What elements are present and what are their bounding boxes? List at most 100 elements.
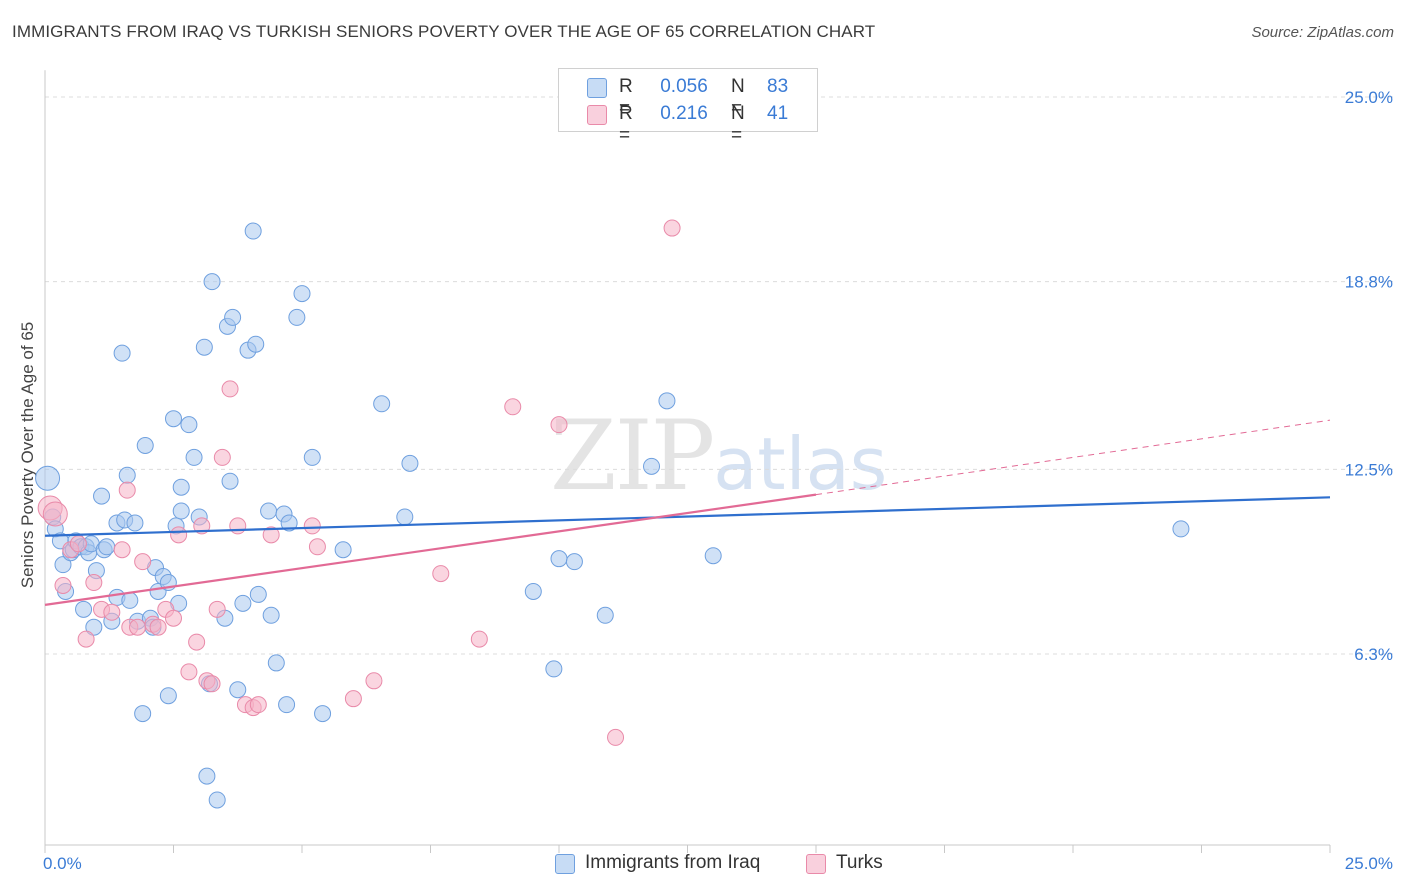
iraq-point [260, 502, 278, 520]
turks-point [221, 380, 239, 398]
iraq-point [314, 705, 332, 723]
legend-label-iraq: Immigrants from Iraq [585, 852, 761, 873]
legend-r-value: 0.216 [660, 103, 708, 124]
iraq-point [224, 308, 242, 326]
turks-point [208, 600, 226, 618]
iraq-point [126, 514, 144, 532]
turks-point [365, 672, 383, 690]
legend-label-turks: Turks [836, 852, 883, 873]
iraq-point [121, 591, 139, 609]
iraq-point [249, 585, 267, 603]
turks-point [54, 576, 72, 594]
turks-point [432, 565, 450, 583]
iraq-point [185, 448, 203, 466]
legend-n-label: N = [731, 103, 745, 146]
iraq-point [85, 618, 103, 636]
legend-n-value: 41 [767, 103, 789, 124]
turks-point [129, 618, 147, 636]
turks-point [42, 501, 68, 527]
turks-point [149, 618, 167, 636]
iraq-point [278, 696, 296, 714]
turks-point [85, 574, 103, 592]
turks-point [308, 538, 326, 556]
turks-point [550, 416, 568, 434]
iraq-point [565, 553, 583, 571]
iraq-point [524, 582, 542, 600]
legend-r-value: 0.056 [660, 76, 708, 97]
source-label: Source: ZipAtlas.com [1251, 24, 1394, 41]
turks-point [470, 630, 488, 648]
iraq-point [203, 273, 221, 291]
iraq-point [98, 538, 116, 556]
iraq-point [247, 335, 265, 353]
iraq-point [244, 222, 262, 240]
iraq-trend-line [44, 496, 1331, 537]
turks-point [165, 609, 182, 627]
iraq-point [401, 454, 419, 472]
iraq-point [195, 338, 213, 356]
turks-point [262, 526, 280, 544]
x-tick-label: 25.0% [1345, 854, 1393, 873]
legend-r-label: R = [619, 76, 633, 119]
iraq-point [221, 472, 239, 490]
iraq-point [118, 466, 136, 484]
iraq-point [396, 508, 414, 526]
turks-point [170, 526, 188, 544]
turks-point [188, 633, 206, 651]
iraq-point [643, 457, 661, 475]
iraq-point [303, 448, 321, 466]
turks-point [229, 517, 247, 535]
y-tick-label: 12.5% [1345, 460, 1393, 479]
legend-swatch-turks [587, 105, 607, 125]
turks-point [504, 398, 522, 416]
turks-point [180, 663, 198, 681]
watermark: ZIPatlas [550, 400, 887, 512]
series-legend: Immigrants from Iraq Turks [0, 850, 1406, 880]
legend-n-value: 83 [767, 76, 789, 97]
iraq-point [334, 541, 352, 559]
turks-point [607, 728, 625, 746]
iraq-point [35, 465, 61, 491]
turks-point [303, 517, 321, 535]
y-tick-label: 6.3% [1354, 645, 1393, 664]
watermark-zip: ZIP [550, 400, 715, 512]
turks-point [213, 448, 231, 466]
turks-point [344, 690, 362, 708]
iraq-point [172, 478, 190, 496]
chart-title: IMMIGRANTS FROM IRAQ VS TURKISH SENIORS … [12, 22, 876, 41]
iraq-point [596, 606, 614, 624]
legend-swatch-iraq [555, 854, 575, 874]
y-tick-label: 25.0% [1345, 88, 1393, 107]
legend-r-label: R = [619, 103, 633, 146]
iraq-point [658, 392, 676, 410]
turks-point [203, 675, 221, 693]
iraq-point [545, 660, 563, 678]
iraq-point [704, 547, 722, 565]
iraq-point [208, 791, 226, 809]
turks-point [118, 481, 136, 499]
turks-point [113, 541, 131, 559]
watermark-atlas: atlas [713, 422, 888, 506]
legend-n-label: N = [731, 76, 745, 119]
iraq-point [159, 687, 177, 705]
iraq-point [136, 436, 154, 454]
iraq-point [1172, 520, 1190, 538]
turks-point [249, 696, 267, 714]
iraq-point [373, 395, 391, 413]
turks-trend-extension [815, 419, 1331, 496]
iraq-point [288, 308, 306, 326]
iraq-point [54, 556, 72, 574]
turks-trend-line [44, 493, 817, 606]
iraq-point [550, 550, 568, 568]
iraq-point [113, 344, 131, 362]
turks-point [103, 603, 121, 621]
legend-swatch-iraq [587, 78, 607, 98]
turks-point [77, 630, 95, 648]
turks-point [134, 553, 152, 571]
iraq-point [293, 285, 311, 303]
turks-point [663, 219, 681, 237]
x-tick-label: 0.0% [43, 854, 82, 873]
iraq-point [262, 606, 280, 624]
y-tick-label: 18.8% [1345, 273, 1393, 292]
turks-point [69, 535, 87, 553]
